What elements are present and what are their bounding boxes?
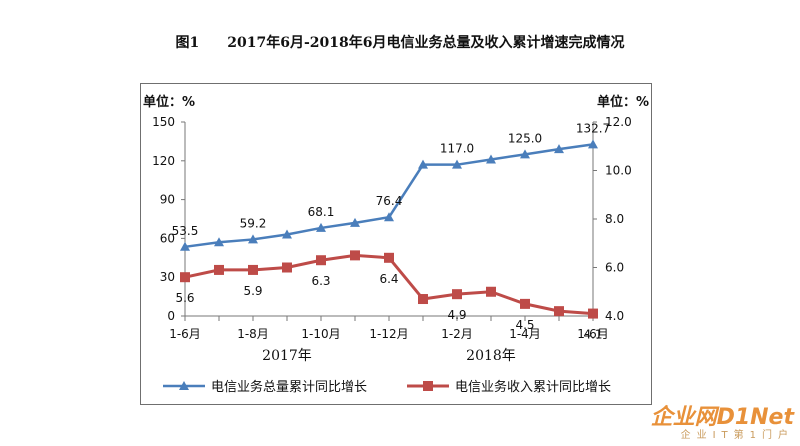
data-label: 53.5: [172, 224, 199, 238]
series-1-point: [452, 159, 462, 169]
series-1-point: [588, 139, 598, 149]
series-2-point: [350, 250, 360, 261]
chart-frame: 单位：% 单位：% 0 30 60 90 120 150 4.0 6.0 8.0 10.0 12.0 1-…: [140, 83, 652, 405]
right-axis-tick-label: 12.0: [605, 115, 632, 129]
series-1-point: [214, 237, 224, 247]
right-axis-tick-label: 10.0: [605, 164, 632, 178]
right-axis-tick-label: 8.0: [605, 212, 624, 226]
legend-label-2: 电信业务收入累计同比增长: [455, 379, 611, 395]
series-1-point: [520, 149, 530, 159]
x-axis-tick-label: 1-6月: [169, 327, 201, 341]
figure-caption: 图1 2017年6月-2018年6月电信业务总量及收入累计增速完成情况: [0, 32, 800, 52]
series-2-point: [384, 252, 394, 263]
data-label: 117.0: [440, 142, 474, 156]
data-label: 6.3: [311, 274, 330, 288]
series-1-point: [486, 154, 496, 164]
x-axis-tick-label: 1-8月: [237, 327, 269, 341]
series-2-point: [282, 262, 292, 273]
left-axis-tick-label: 90: [160, 193, 175, 207]
series-1-point: [554, 144, 564, 154]
data-label: 5.6: [175, 291, 194, 305]
year-label: 2017年: [262, 348, 312, 364]
series-2-point: [520, 298, 530, 309]
left-axis-tick-label: 60: [160, 231, 175, 245]
data-label: 4.5: [515, 318, 534, 332]
left-axis-tick-label: 120: [152, 154, 175, 168]
series-2-point: [452, 289, 462, 300]
data-label: 5.9: [243, 284, 262, 298]
series-2-point: [588, 308, 598, 319]
right-axis-tick-label: 6.0: [605, 261, 624, 275]
data-label: 4.1: [583, 328, 602, 342]
right-axis-unit-label: 单位：%: [597, 94, 649, 110]
data-label: 68.1: [308, 205, 335, 219]
data-label: 6.4: [379, 272, 398, 286]
watermark-sub: 企业IT第1门户: [680, 430, 794, 441]
series-2-point: [418, 294, 428, 305]
x-axis-tick-label: 1-2月: [441, 327, 473, 341]
series-1-point: [350, 217, 360, 227]
line-chart: 单位：% 单位：% 0 30 60 90 120 150 4.0 6.0 8.0 10.0 12.0 1-…: [143, 94, 649, 395]
x-axis-tick-label: 1-4月: [509, 327, 541, 341]
figure-number: 图1: [175, 35, 200, 51]
left-axis-unit-label: 单位：%: [143, 94, 195, 110]
left-axis-tick-label: 30: [160, 270, 175, 284]
series-1-point: [384, 212, 394, 222]
x-axis-tick-label: 1-12月: [369, 327, 408, 341]
series-1-point: [316, 222, 326, 232]
left-axis-tick-label: 0: [167, 309, 175, 323]
legend-label-1: 电信业务总量累计同比增长: [211, 379, 367, 395]
data-label: 76.4: [376, 194, 403, 208]
series-1-point: [248, 234, 258, 244]
series-2-point: [554, 306, 564, 317]
watermark-logo: 企业网D1Net 企业IT第1门户: [651, 406, 794, 442]
year-label: 2018年: [466, 348, 516, 364]
watermark-main: 企业网D1Net: [650, 405, 794, 430]
data-label: 59.2: [240, 216, 267, 230]
series-2-point: [248, 264, 258, 275]
series-1-point: [180, 241, 190, 251]
series-1-point: [282, 229, 292, 239]
data-label: 125.0: [508, 131, 542, 145]
series-1-point: [418, 159, 428, 169]
x-axis-tick-label: 1-6月: [577, 327, 609, 341]
right-axis-tick-label: 4.0: [605, 309, 624, 323]
legend-marker-1: [179, 381, 189, 390]
series-2-point: [180, 272, 190, 283]
data-label: 132.7: [576, 121, 610, 135]
series-2-point: [316, 255, 326, 266]
series-2-point: [214, 264, 224, 275]
legend-marker-2: [423, 381, 433, 391]
data-label: 4.9: [447, 308, 466, 322]
figure-title: 2017年6月-2018年6月电信业务总量及收入累计增速完成情况: [227, 35, 625, 51]
left-axis-tick-label: 150: [152, 115, 175, 129]
series-2-point: [486, 286, 496, 297]
x-axis-tick-label: 1-10月: [301, 327, 340, 341]
